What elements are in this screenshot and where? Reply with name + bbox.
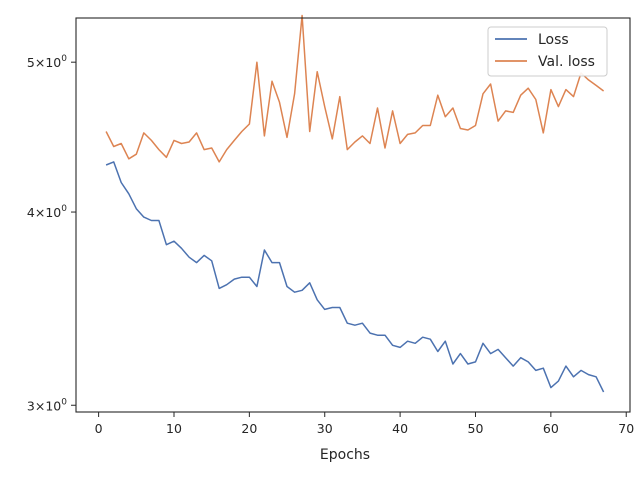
x-axis-label: Epochs (320, 447, 370, 463)
legend-label-val-loss: Val. loss (538, 54, 595, 70)
x-tick-label: 70 (618, 421, 634, 436)
y-tick-label: 4×100 (27, 204, 67, 220)
y-tick-label: 3×100 (27, 397, 67, 413)
legend-label-loss: Loss (538, 32, 569, 48)
x-tick-label: 10 (166, 421, 182, 436)
x-tick-label: 60 (543, 421, 559, 436)
x-tick-label: 30 (317, 421, 333, 436)
legend: Loss Val. loss (488, 27, 607, 76)
x-tick-label: 20 (241, 421, 257, 436)
x-tick-label: 0 (95, 421, 103, 436)
x-tick-label: 50 (468, 421, 484, 436)
y-tick-label: 5×100 (27, 54, 67, 70)
x-tick-label: 40 (392, 421, 408, 436)
